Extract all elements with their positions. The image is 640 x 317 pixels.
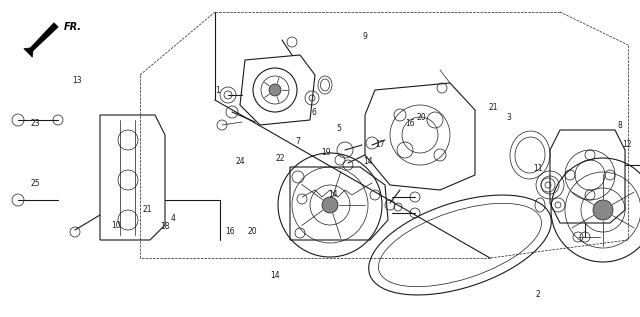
- Circle shape: [593, 200, 613, 220]
- Circle shape: [269, 84, 281, 96]
- Text: 24: 24: [235, 157, 245, 166]
- Text: 7: 7: [295, 137, 300, 146]
- Text: 11: 11: [533, 164, 542, 172]
- Text: 1: 1: [215, 86, 220, 95]
- Text: 21: 21: [143, 205, 152, 214]
- Text: 5: 5: [337, 124, 342, 133]
- Text: 4: 4: [170, 214, 175, 223]
- Text: 14: 14: [363, 157, 373, 166]
- Text: 25: 25: [30, 179, 40, 188]
- Text: 19: 19: [321, 148, 332, 157]
- Text: 14: 14: [328, 191, 338, 199]
- Text: FR.: FR.: [64, 22, 82, 32]
- Text: 9: 9: [362, 32, 367, 41]
- Text: 3: 3: [506, 113, 511, 122]
- Polygon shape: [24, 23, 58, 57]
- Text: 21: 21: [488, 103, 497, 112]
- Text: 22: 22: [276, 154, 285, 163]
- Text: 18: 18: [161, 222, 170, 231]
- Text: 10: 10: [111, 221, 122, 230]
- Text: 8: 8: [617, 121, 622, 130]
- Text: 16: 16: [225, 227, 236, 236]
- Text: 14: 14: [270, 271, 280, 280]
- Text: 20: 20: [248, 227, 258, 236]
- Text: 23: 23: [30, 119, 40, 128]
- Text: 12: 12: [623, 140, 632, 149]
- Circle shape: [322, 197, 338, 213]
- Text: 17: 17: [374, 140, 385, 149]
- Text: 16: 16: [404, 119, 415, 128]
- Text: 6: 6: [311, 108, 316, 117]
- Text: 2: 2: [535, 290, 540, 299]
- Text: 13: 13: [72, 76, 82, 85]
- Text: 20: 20: [416, 113, 426, 122]
